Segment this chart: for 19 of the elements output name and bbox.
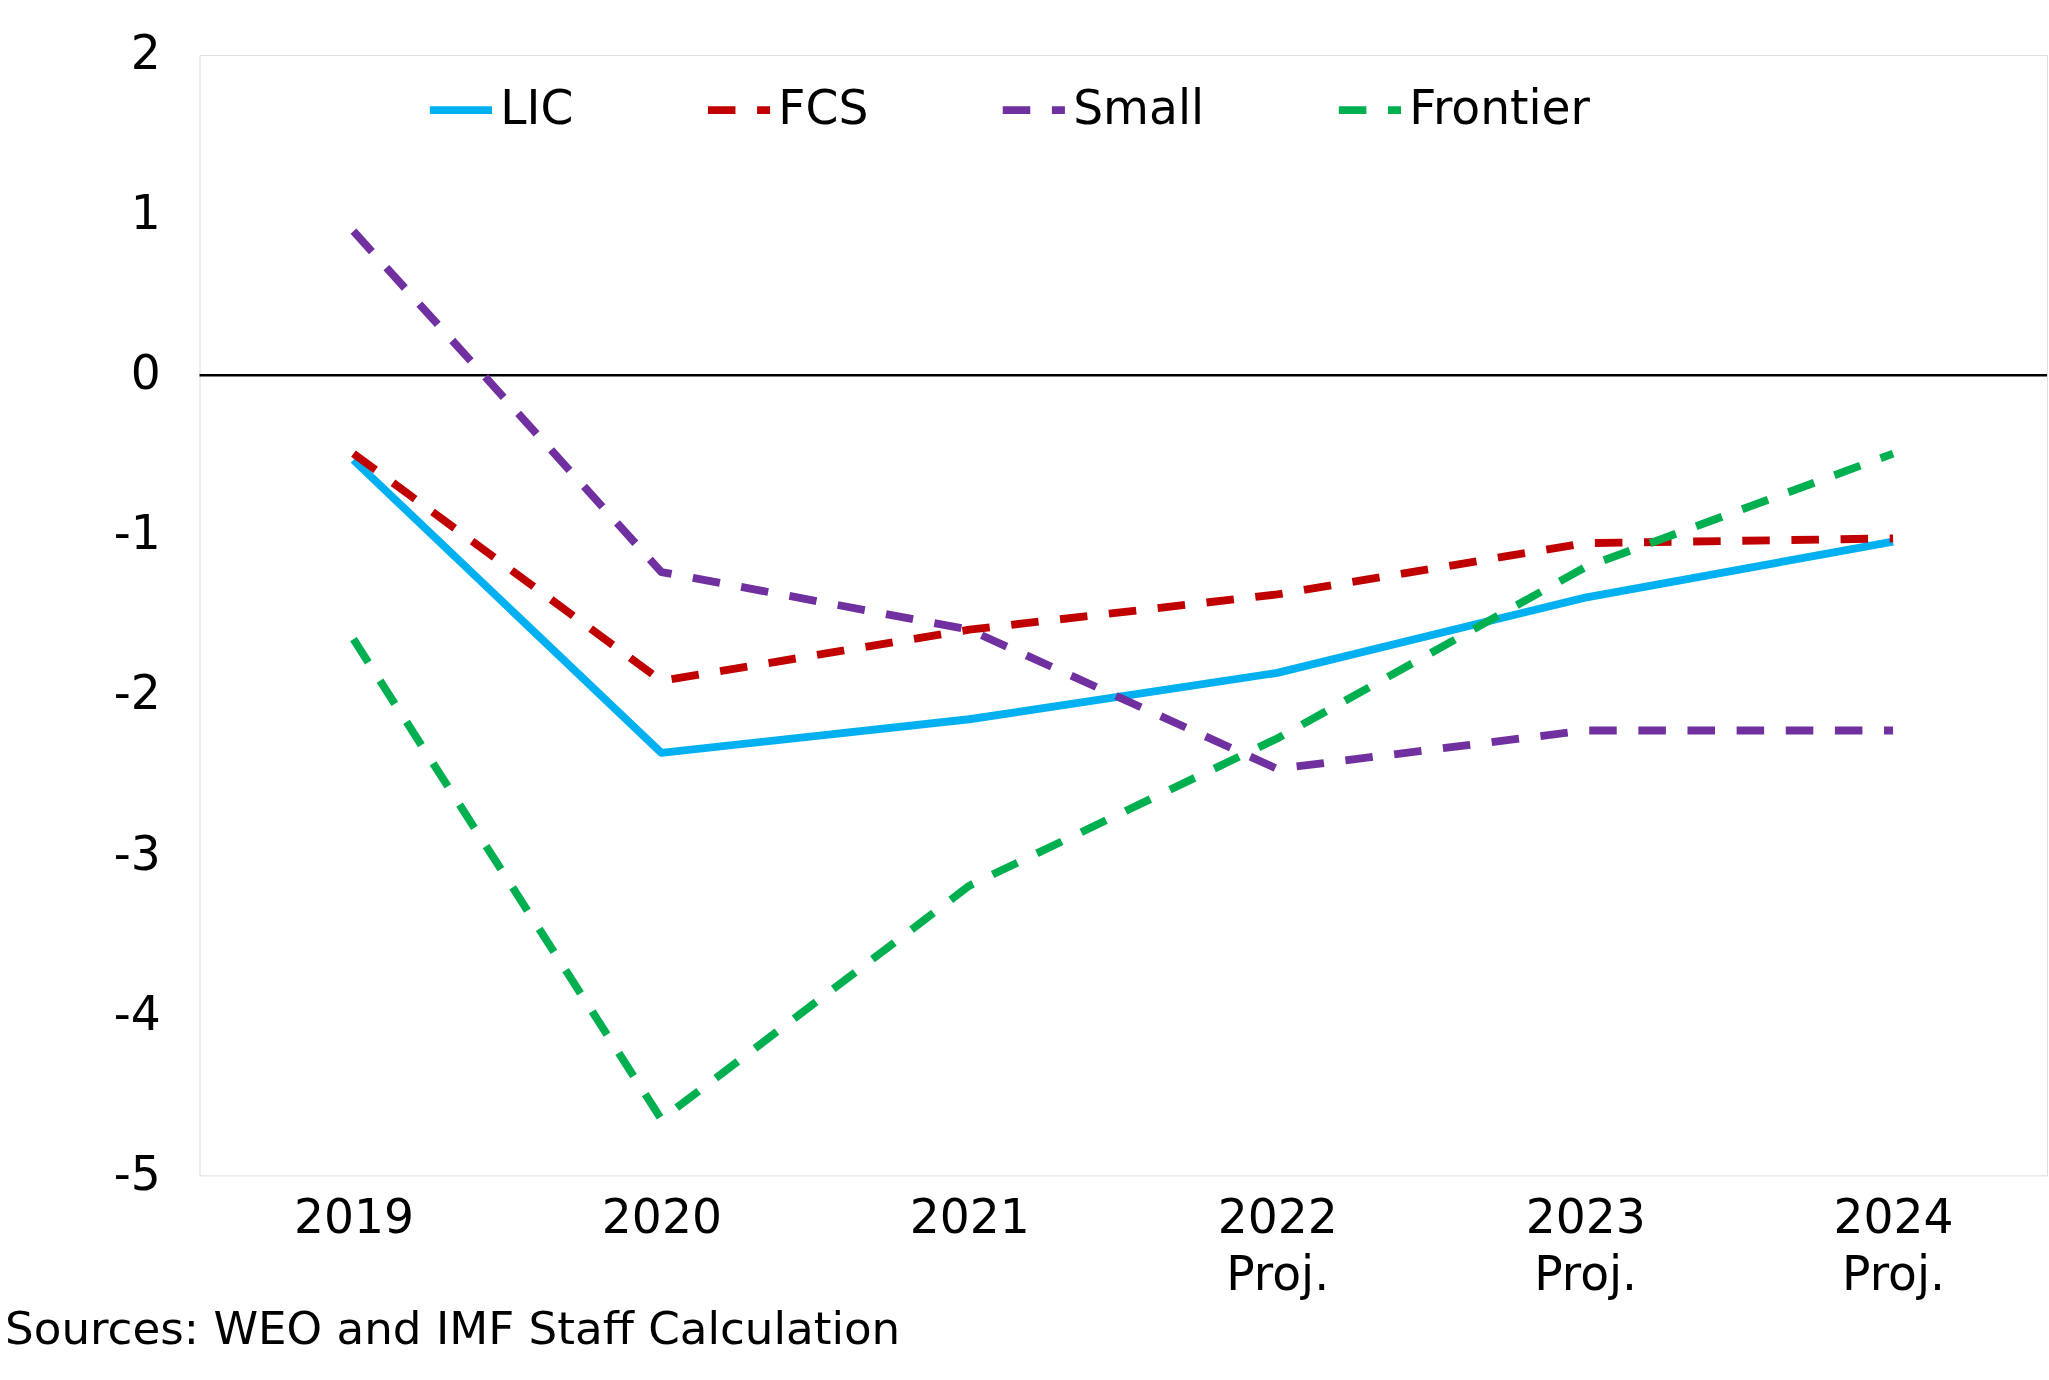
x-tick-label: 2021 <box>909 1188 1030 1244</box>
legend-label: LIC <box>500 79 574 135</box>
y-tick-label: -2 <box>113 665 161 721</box>
legend-label: Small <box>1073 79 1205 135</box>
y-tick-label: -3 <box>113 825 161 881</box>
x-tick-label: 2020 <box>601 1188 722 1244</box>
legend-label: FCS <box>778 79 869 135</box>
y-tick-label: 0 <box>130 345 161 401</box>
legend-label: Frontier <box>1409 79 1591 135</box>
x-tick-label: 2023 Proj. <box>1525 1188 1646 1301</box>
y-tick-label: 2 <box>130 25 161 81</box>
x-tick-label: 2019 <box>293 1188 414 1244</box>
x-tick-label: 2022 Proj. <box>1217 1188 1338 1301</box>
source-note: Sources: WEO and IMF Staff Calculation <box>5 1302 901 1356</box>
y-tick-label: -4 <box>113 985 161 1041</box>
x-tick-label: 2024 Proj. <box>1833 1188 1954 1301</box>
y-tick-label: 1 <box>130 185 161 241</box>
y-tick-label: -5 <box>113 1145 161 1201</box>
y-tick-label: -1 <box>113 505 161 561</box>
